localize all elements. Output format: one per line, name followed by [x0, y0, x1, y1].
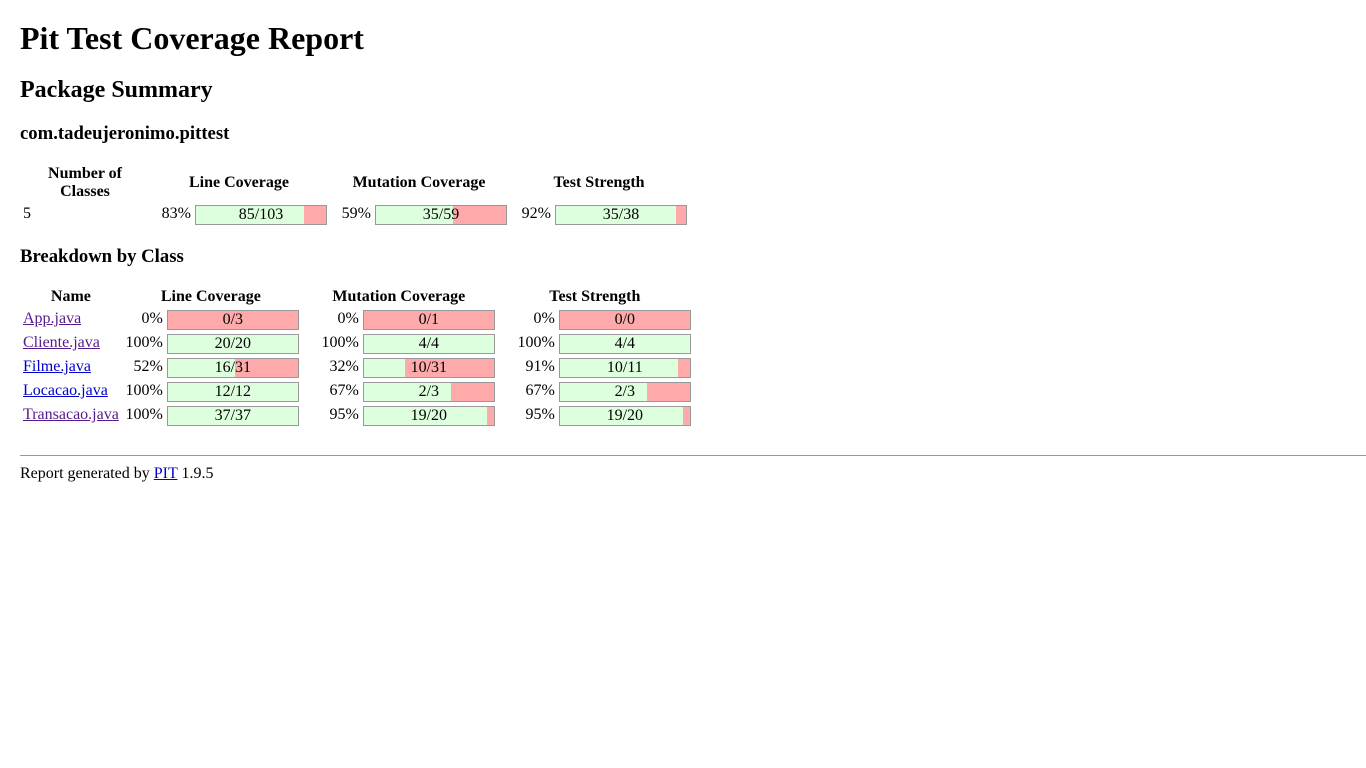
line-coverage-legend: 16/31 — [214, 359, 252, 376]
line-coverage-legend: 12/12 — [214, 383, 252, 400]
class-link-transacao[interactable]: Transacao.java — [23, 406, 119, 423]
report-page: Pit Test Coverage Report Package Summary… — [20, 20, 1366, 483]
package-summary-heading: Package Summary — [20, 77, 213, 103]
table-row: Transacao.java 100% 37/37 95% 19/20 95% … — [22, 405, 692, 427]
test-strength-pct: 95% — [525, 406, 555, 423]
mutation-coverage-legend: 10/31 — [410, 359, 448, 376]
test-strength-legend: 35/38 — [602, 206, 640, 223]
mutation-coverage-bar: 10/31 — [362, 358, 495, 378]
line-coverage-bar: 0/3 — [166, 310, 299, 330]
table-row: Locacao.java 100% 12/12 67% 2/3 67% 2/3 — [22, 381, 692, 403]
line-coverage-bar: 85/103 — [195, 205, 327, 225]
summary-row: 5 83% 85/103 59% 35/59 92% 35/38 — [22, 204, 688, 226]
line-coverage-pct: 100% — [125, 406, 163, 423]
mutation-coverage-pct: 100% — [321, 334, 359, 351]
mutation-coverage-pct: 67% — [329, 382, 359, 399]
mutation-coverage-legend: 4/4 — [418, 335, 440, 352]
number-of-classes: 5 — [23, 205, 31, 222]
header-number-of-classes: Number of Classes — [48, 165, 122, 200]
test-strength-pct: 100% — [517, 334, 555, 351]
test-strength-bar: 4/4 — [558, 334, 691, 354]
test-strength-legend: 2/3 — [614, 383, 636, 400]
line-coverage-pct: 100% — [125, 334, 163, 351]
test-strength-pct: 91% — [525, 358, 555, 375]
footer-version: 1.9.5 — [181, 465, 214, 482]
table-row: Filme.java 52% 16/31 32% 10/31 91% 10/11 — [22, 357, 692, 379]
mutation-coverage-pct: 95% — [329, 406, 359, 423]
test-strength-legend: 4/4 — [614, 335, 636, 352]
mutation-coverage-pct: 0% — [337, 310, 359, 327]
line-coverage-pct: 52% — [133, 358, 163, 375]
mutation-coverage-pct: 32% — [329, 358, 359, 375]
header-test-strength: Test Strength — [553, 174, 645, 191]
mutation-coverage-pct: 59% — [341, 205, 371, 222]
class-link-cliente[interactable]: Cliente.java — [23, 334, 100, 351]
mutation-coverage-bar: 2/3 — [362, 382, 495, 402]
test-strength-bar: 35/38 — [555, 205, 687, 225]
line-coverage-legend: 20/20 — [214, 335, 252, 352]
header-line-coverage: Line Coverage — [189, 174, 289, 191]
table-row: App.java 0% 0/3 0% 0/1 0% 0/0 — [22, 309, 692, 331]
package-name: com.tadeujeronimo.pittest — [20, 123, 230, 144]
class-link-locacao[interactable]: Locacao.java — [23, 382, 108, 399]
line-coverage-bar: 37/37 — [166, 406, 299, 426]
header-test-strength: Test Strength — [549, 288, 641, 305]
test-strength-bar: 2/3 — [558, 382, 691, 402]
page-title: Pit Test Coverage Report — [20, 20, 364, 56]
line-coverage-bar: 12/12 — [166, 382, 299, 402]
breakdown-heading: Breakdown by Class — [20, 246, 184, 267]
footer-divider — [20, 455, 1366, 456]
header-mutation-coverage: Mutation Coverage — [352, 174, 486, 191]
test-strength-pct: 92% — [521, 205, 551, 222]
package-summary-table: Number of Classes Line Coverage Mutation… — [20, 162, 690, 228]
pit-link[interactable]: PIT — [153, 465, 178, 482]
test-strength-pct: 0% — [533, 310, 555, 327]
line-coverage-pct: 100% — [125, 382, 163, 399]
line-coverage-pct: 83% — [161, 205, 191, 222]
line-coverage-bar: 16/31 — [166, 358, 299, 378]
line-coverage-pct: 0% — [141, 310, 163, 327]
mutation-coverage-legend: 19/20 — [410, 407, 448, 424]
class-link-app[interactable]: App.java — [23, 310, 82, 327]
mutation-coverage-bar: 19/20 — [362, 406, 495, 426]
class-link-filme[interactable]: Filme.java — [23, 358, 91, 375]
header-line-coverage: Line Coverage — [160, 288, 261, 305]
test-strength-bar: 10/11 — [558, 358, 691, 378]
test-strength-legend: 0/0 — [614, 311, 636, 328]
mutation-coverage-legend: 35/59 — [422, 206, 460, 223]
header-mutation-coverage: Mutation Coverage — [332, 288, 466, 305]
test-strength-bar: 19/20 — [558, 406, 691, 426]
line-coverage-legend: 85/103 — [238, 206, 284, 223]
mutation-coverage-bar: 0/1 — [362, 310, 495, 330]
mutation-coverage-legend: 2/3 — [418, 383, 440, 400]
mutation-coverage-bar: 35/59 — [375, 205, 507, 225]
test-strength-bar: 0/0 — [558, 310, 691, 330]
line-coverage-legend: 37/37 — [214, 407, 252, 424]
footer-prefix: Report generated by — [20, 465, 150, 482]
footer: Report generated by PIT 1.9.5 — [20, 465, 1366, 483]
test-strength-legend: 19/20 — [606, 407, 644, 424]
mutation-coverage-legend: 0/1 — [418, 311, 440, 328]
mutation-coverage-bar: 4/4 — [362, 334, 495, 354]
table-row: Cliente.java 100% 20/20 100% 4/4 100% 4/… — [22, 333, 692, 355]
line-coverage-legend: 0/3 — [222, 311, 244, 328]
test-strength-legend: 10/11 — [606, 359, 643, 376]
line-coverage-bar: 20/20 — [166, 334, 299, 354]
breakdown-table: Name Line Coverage Mutation Coverage Tes… — [20, 285, 694, 429]
header-name: Name — [50, 288, 91, 305]
test-strength-pct: 67% — [525, 382, 555, 399]
